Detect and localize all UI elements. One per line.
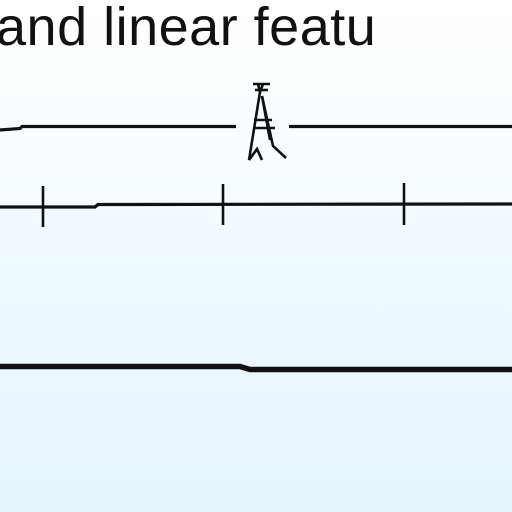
line-with-tick-marks <box>0 183 512 227</box>
heavy-solid-line <box>0 363 512 373</box>
transmission-tower-icon <box>247 82 287 161</box>
line-with-tower-symbol <box>0 82 512 161</box>
tower-line-left <box>0 124 236 132</box>
tick-line <box>0 202 512 209</box>
legend-heading: and linear featu <box>0 0 377 57</box>
